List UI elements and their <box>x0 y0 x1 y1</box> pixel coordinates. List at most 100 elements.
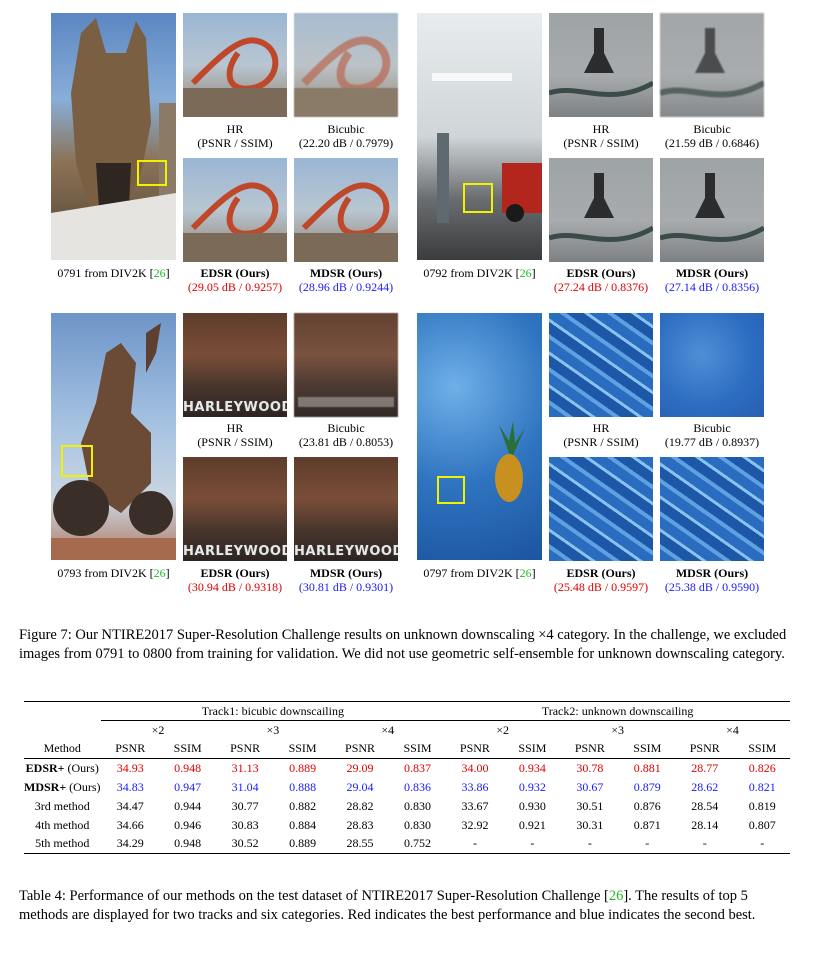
value-cell: 0.882 <box>289 798 317 813</box>
crop-highlight-box <box>137 160 167 186</box>
value-cell: 0.934 <box>518 760 546 775</box>
metric-header: SSIM <box>389 739 446 759</box>
metric-header: SSIM <box>159 739 216 759</box>
value-cell: - <box>504 834 561 854</box>
metric-header: PSNR <box>445 739 505 759</box>
value-cell: 34.93 <box>116 760 144 775</box>
figure-caption: Figure 7: Our NTIRE2017 Super-Resolution… <box>19 627 787 662</box>
edsr-label: EDSR (Ours) (25.48 dB / 0.9597) <box>553 566 649 594</box>
crop-highlight-box <box>61 445 93 477</box>
metric-header: SSIM <box>734 739 790 759</box>
value-cell: 28.82 <box>346 798 374 813</box>
value-cell: 31.13 <box>231 760 259 775</box>
crop-0792-mdsr <box>660 158 764 262</box>
value-cell: 30.83 <box>231 817 259 832</box>
crop-0792-bicubic <box>660 13 764 117</box>
crop-0792-hr <box>549 13 653 117</box>
metric-header: PSNR <box>100 739 160 759</box>
value-cell: 0.921 <box>518 817 546 832</box>
value-cell: 0.819 <box>748 798 776 813</box>
value-cell: 28.77 <box>691 760 719 775</box>
value-cell: 30.67 <box>576 779 604 794</box>
crop-0793-bicubic <box>294 313 398 417</box>
value-cell: 30.52 <box>215 834 275 854</box>
bicubic-label: Bicubic (22.20 dB / 0.7979) <box>298 122 394 150</box>
value-cell: 32.92 <box>461 817 489 832</box>
image-0793-full <box>51 313 176 560</box>
value-cell: 29.04 <box>346 779 374 794</box>
image-caption: 0797 from DIV2K [26] <box>423 566 536 580</box>
value-cell: 28.62 <box>691 779 719 794</box>
image-caption: 0793 from DIV2K [26] <box>57 566 170 580</box>
harleywood-text: HARLEYWOOD <box>183 400 287 415</box>
method-cell: 3rd method <box>34 798 90 813</box>
value-cell: 0.944 <box>174 798 202 813</box>
value-cell: 0.932 <box>518 779 546 794</box>
value-cell: 0.881 <box>633 760 661 775</box>
metric-header: SSIM <box>274 739 331 759</box>
value-cell: 0.876 <box>633 798 661 813</box>
table-caption: Table 4: Performance of our methods on t… <box>19 888 756 923</box>
metric-header: PSNR <box>675 739 735 759</box>
bicubic-label: Bicubic (19.77 dB / 0.8937) <box>664 421 760 449</box>
table-row: 4th method 34.66 0.946 30.83 0.884 28.83 0.830… <box>24 816 790 835</box>
table-row: 5th method 34.29 0.948 30.52 0.889 28.55 0.752… <box>24 834 790 854</box>
method-cell: EDSR+ (Ours) <box>25 760 99 775</box>
value-cell: 30.77 <box>231 798 259 813</box>
mdsr-label: MDSR (Ours) (27.14 dB / 0.8356) <box>664 266 760 294</box>
value-cell: 0.889 <box>274 834 331 854</box>
metric-header: PSNR <box>330 739 390 759</box>
value-cell: 34.00 <box>461 760 489 775</box>
method-cell: 4th method <box>35 817 90 832</box>
mdsr-label: MDSR (Ours) (28.96 dB / 0.9244) <box>298 266 394 294</box>
crop-0791-hr <box>183 13 287 117</box>
value-cell: 0.837 <box>403 760 431 775</box>
crop-0793-edsr: HARLEYWOOD <box>183 457 287 561</box>
value-cell: 34.83 <box>116 779 144 794</box>
value-cell: 34.47 <box>116 798 144 813</box>
hr-label: HR (PSNR / SSIM) <box>563 421 639 449</box>
value-cell: - <box>560 834 620 854</box>
crop-0797-edsr <box>549 457 653 561</box>
table-row: EDSR+ (Ours) 34.93 0.948 31.13 0.889 29.09 0.8… <box>24 759 790 778</box>
value-cell: 34.29 <box>100 834 160 854</box>
value-cell: 0.871 <box>633 817 661 832</box>
edsr-label: EDSR (Ours) (30.94 dB / 0.9318) <box>187 566 283 594</box>
value-cell: 0.821 <box>748 779 776 794</box>
method-cell: MDSR+ (Ours) <box>24 779 101 794</box>
method-header: Method <box>24 739 101 759</box>
value-cell: 0.826 <box>748 760 776 775</box>
value-cell: 28.14 <box>691 817 719 832</box>
value-cell: - <box>619 834 676 854</box>
value-cell: 0.879 <box>633 779 661 794</box>
value-cell: 0.884 <box>289 817 317 832</box>
value-cell: 28.54 <box>691 798 719 813</box>
image-0791-full <box>51 13 176 260</box>
value-cell: 33.86 <box>461 779 489 794</box>
table-row: 3rd method 34.47 0.944 30.77 0.882 28.82 0.830… <box>24 797 790 816</box>
bicubic-label: Bicubic (23.81 dB / 0.8053) <box>298 421 394 449</box>
crop-0791-mdsr <box>294 158 398 262</box>
value-cell: 33.67 <box>461 798 489 813</box>
scale-header: ×2 <box>100 720 216 740</box>
mdsr-label: MDSR (Ours) (25.38 dB / 0.9590) <box>664 566 760 594</box>
value-cell: 0.752 <box>389 834 446 854</box>
image-0797-full <box>417 313 542 560</box>
value-cell: - <box>675 834 735 854</box>
crop-0797-mdsr <box>660 457 764 561</box>
bicubic-label: Bicubic (21.59 dB / 0.6846) <box>664 122 760 150</box>
metric-header: SSIM <box>619 739 676 759</box>
value-cell: 0.946 <box>174 817 202 832</box>
value-cell: 28.83 <box>346 817 374 832</box>
scale-header: ×3 <box>215 720 331 740</box>
metric-header: PSNR <box>560 739 620 759</box>
harleywood-text: HARLEYWOOD <box>183 544 287 559</box>
value-cell: - <box>734 834 790 854</box>
hr-label: HR (PSNR / SSIM) <box>563 122 639 150</box>
value-cell: 0.830 <box>403 817 431 832</box>
crop-0791-edsr <box>183 158 287 262</box>
value-cell: 34.66 <box>116 817 144 832</box>
metric-header: PSNR <box>215 739 275 759</box>
crop-0793-mdsr: HARLEYWOOD <box>294 457 398 561</box>
scale-header: ×3 <box>560 720 676 740</box>
